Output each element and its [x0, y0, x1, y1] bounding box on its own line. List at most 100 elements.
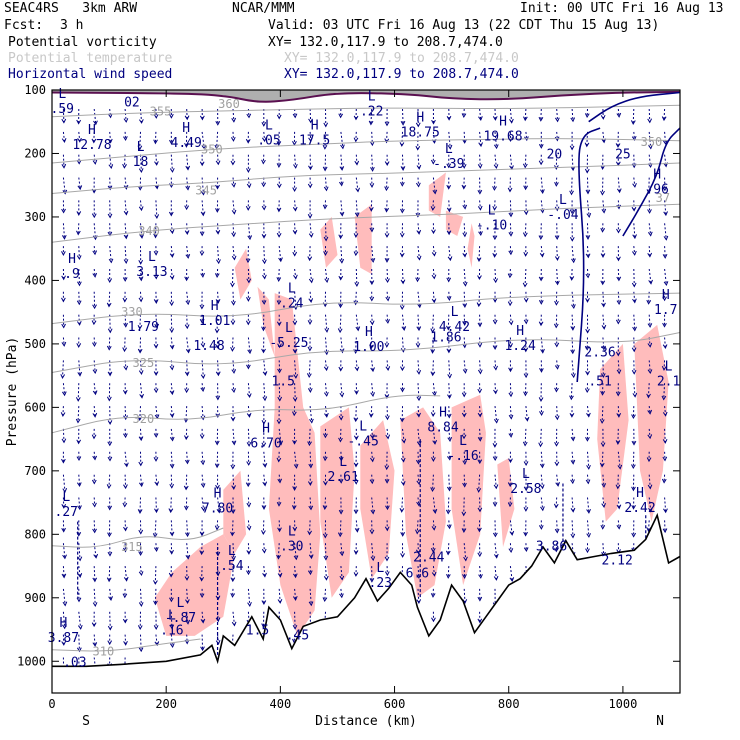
wind-vector-head: [106, 484, 112, 490]
wind-vector-head: [523, 391, 528, 397]
wind-vector-shaft: [432, 177, 436, 194]
wind-vector-head: [292, 624, 298, 630]
wind-vector-shaft: [124, 360, 127, 370]
wind-vector-head: [554, 181, 559, 187]
wind-vector-head: [616, 412, 622, 418]
wind-vector-shaft: [478, 291, 481, 307]
wind-vector-head: [323, 575, 329, 581]
wind-vector-head: [107, 213, 113, 219]
wind-vector-head: [554, 235, 560, 241]
wind-vector-shaft: [170, 154, 173, 172]
wind-vector-shaft: [417, 383, 420, 401]
wind-vector-head: [276, 141, 282, 146]
wind-vector-head: [492, 205, 498, 211]
pv-extremum-type: H: [182, 121, 190, 136]
wind-vector-shaft: [324, 200, 326, 209]
wind-vector-head: [446, 486, 452, 492]
wind-vector-head: [292, 251, 298, 257]
wind-vector-shaft: [308, 428, 311, 446]
wind-vector-head: [276, 457, 282, 463]
wind-vector-head: [122, 502, 128, 508]
pv-extremum-type: L: [265, 119, 273, 134]
wind-vector-shaft: [93, 520, 96, 533]
north-end-label: N: [656, 714, 664, 729]
wind-vector-head: [538, 525, 544, 530]
wind-vector-shaft: [663, 108, 666, 121]
theta-contour-label: 350: [201, 143, 223, 157]
pv-extremum: 2.44: [413, 551, 444, 566]
wind-vector-shaft: [216, 268, 219, 277]
wind-vector-head: [539, 189, 545, 195]
wind-vector-head: [153, 457, 159, 462]
wind-vector-head: [137, 348, 143, 354]
wind-vector-head: [554, 280, 560, 286]
wind-vector-head: [76, 320, 82, 326]
wind-vector-shaft: [294, 337, 296, 353]
wind-vector-head: [662, 253, 668, 259]
pv-extremum-type: L: [376, 561, 384, 576]
wind-vector-head: [292, 397, 298, 403]
wind-vector-head: [261, 505, 267, 510]
wind-vector-head: [584, 345, 590, 351]
wind-vector-shaft: [216, 520, 219, 530]
wind-vector-head: [124, 462, 129, 468]
wind-vector-shaft: [448, 474, 450, 491]
wind-vector-head: [292, 596, 298, 601]
wind-vector-head: [200, 342, 206, 348]
wind-vector-head: [492, 319, 498, 325]
wind-vector-shaft: [247, 337, 251, 354]
wind-vector-shaft: [339, 314, 342, 333]
wind-vector-head: [76, 230, 81, 236]
wind-vector-shaft: [62, 337, 65, 346]
wind-speed-contour-label: 20: [547, 148, 563, 163]
wind-vector-head: [76, 119, 82, 125]
wind-vector-head: [107, 138, 113, 144]
wind-vector-shaft: [632, 108, 635, 125]
wind-vector-head: [138, 259, 144, 265]
wind-vector-head: [108, 258, 114, 264]
wind-vector-shaft: [201, 268, 204, 277]
wind-vector-head: [324, 278, 330, 284]
pv-extremum-value: .96: [645, 182, 668, 197]
wind-vector-shaft: [664, 223, 667, 240]
wind-vector-shaft: [478, 474, 481, 492]
wind-vector-shaft: [340, 200, 343, 216]
pv-extremum: L.23: [369, 561, 392, 591]
wind-vector-head: [446, 325, 451, 331]
wind-vector-head: [215, 484, 220, 490]
wind-vector-shaft: [632, 451, 635, 469]
wind-vector-shaft: [231, 520, 234, 536]
wind-vector-head: [492, 456, 498, 462]
wind-vector-head: [214, 328, 220, 334]
wind-vector-head: [153, 233, 158, 239]
wind-vector-shaft: [294, 291, 297, 310]
wind-vector-head: [106, 577, 112, 583]
wind-vector-head: [292, 113, 298, 119]
wind-vector-shaft: [294, 223, 296, 234]
wind-vector-shaft: [124, 131, 127, 141]
pv-extremum-value: .54: [220, 559, 244, 574]
wind-vector-shaft: [417, 291, 421, 308]
wind-vector-head: [62, 189, 68, 195]
wind-vector-head: [477, 369, 483, 375]
wind-vector-head: [416, 501, 421, 507]
wind-vector-shaft: [371, 360, 374, 372]
pv-extremum: L.27: [55, 490, 78, 520]
wind-vector-head: [400, 208, 405, 214]
wind-vector-shaft: [154, 588, 157, 605]
pv-extremum-value: 18: [133, 155, 149, 170]
wind-vector-head: [215, 617, 221, 623]
wind-vector-head: [384, 161, 390, 167]
wind-vector-head: [370, 166, 375, 172]
wind-vector-head: [322, 166, 328, 172]
wind-vector-head: [385, 278, 390, 284]
wind-vector-shaft: [432, 246, 435, 256]
wind-vector-shaft: [247, 497, 250, 507]
wind-vector-head: [630, 120, 636, 126]
wind-vector-head: [169, 463, 175, 469]
wind-vector-shaft: [371, 474, 373, 484]
wind-vector-head: [569, 276, 575, 281]
wind-vector-shaft: [525, 131, 528, 141]
wind-vector-head: [123, 322, 128, 328]
wind-vector-shaft: [371, 314, 373, 325]
